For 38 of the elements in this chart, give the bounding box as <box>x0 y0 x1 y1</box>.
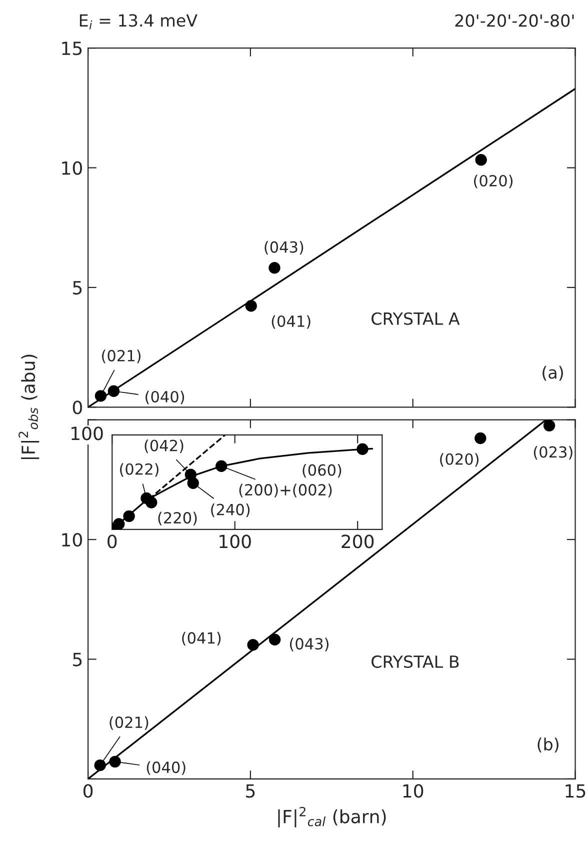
y-tick-label: 0 <box>72 400 82 414</box>
annotation: (220) <box>158 512 197 526</box>
annotation: (042) <box>144 439 184 454</box>
annotation: (020) <box>474 174 512 188</box>
annotation: CRYSTAL A <box>372 312 460 325</box>
x-tick-label: 5 <box>246 784 255 798</box>
annotation: (041) <box>272 315 310 329</box>
annotation: (041) <box>182 632 221 646</box>
annotation: (b) <box>538 738 558 753</box>
annotation: (021) <box>102 350 140 364</box>
text: 20'-20'-20'-80' <box>455 14 574 27</box>
x-tick-label: 200 <box>342 534 374 548</box>
annotation: (020) <box>440 453 479 467</box>
y-tick-label: 10 <box>62 161 82 175</box>
annotation: (040) <box>146 390 184 404</box>
x-axis-title: |F|$^{2}$$_{cal}$ (barn) <box>278 806 386 828</box>
annotation: (060) <box>302 464 342 478</box>
y-tick-label: 5 <box>73 652 82 666</box>
x-tick-label: 0 <box>108 534 117 548</box>
annotation: (200)+(002) <box>239 484 332 498</box>
y-axis-title: |F|$^{2}$$_{obs}$ (abu) <box>18 354 40 459</box>
annotation: (023) <box>534 446 572 460</box>
annotation: (043) <box>290 638 328 652</box>
y-tick-label: 5 <box>73 281 82 295</box>
annotation: 100 <box>72 426 103 440</box>
annotation: (022) <box>120 463 158 477</box>
x-tick-label: 100 <box>220 534 251 548</box>
annotation: (021) <box>110 716 148 730</box>
y-tick-label: 15 <box>62 42 82 56</box>
annotation: (040) <box>146 761 186 775</box>
annotation: CRYSTAL B <box>372 655 459 668</box>
x-tick-label: 10 <box>403 784 424 798</box>
x-tick-label: 0 <box>83 784 93 798</box>
annotation: (a) <box>542 366 563 381</box>
annotation: (043) <box>264 241 304 255</box>
annotation: (240) <box>211 504 250 518</box>
x-tick-label: 15 <box>566 784 586 798</box>
text: E$_{i}$ = 13.4 meV <box>80 14 198 30</box>
